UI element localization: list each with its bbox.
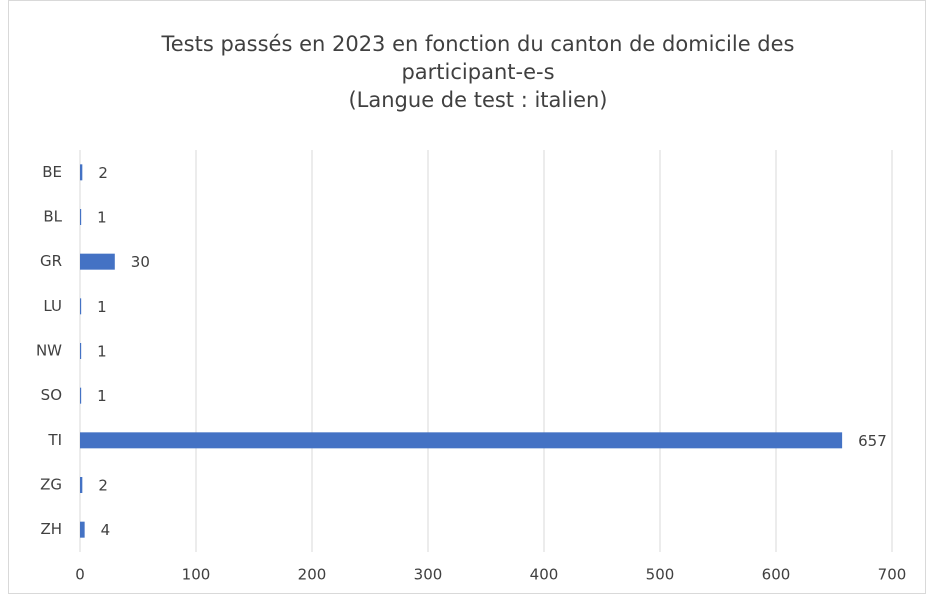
x-tick-label: 200 [298,566,327,584]
x-tick-label: 100 [182,566,211,584]
data-label: 1 [97,343,107,361]
data-label: 30 [131,253,150,271]
bar [80,477,83,493]
y-tick-label: NW [36,342,62,360]
bar [80,209,82,225]
y-tick-label: GR [40,252,62,270]
data-label: 1 [97,298,107,316]
bar [80,253,115,270]
data-label: 1 [97,209,107,227]
data-label: 2 [98,477,108,495]
x-tick-label: 0 [75,566,85,584]
bar [80,432,843,449]
chart-title: Tests passés en 2023 en fonction du cant… [160,32,794,56]
y-tick-label: BE [42,163,62,181]
data-label: 1 [97,387,107,405]
chart-title: (Langue de test : italien) [348,88,607,112]
y-tick-label: BL [43,208,62,226]
y-tick-label: SO [41,386,62,404]
bar [80,387,82,404]
x-tick-label: 400 [530,566,559,584]
bar [80,164,83,181]
data-label: 657 [858,432,887,450]
y-tick-label: LU [43,297,62,315]
x-tick-label: 700 [878,566,907,584]
x-tick-label: 500 [646,566,675,584]
bar [80,343,82,359]
x-tick-label: 300 [414,566,443,584]
y-tick-label: ZG [40,476,62,494]
x-tick-label: 600 [762,566,791,584]
chart-title: participant-e-s [401,60,554,84]
data-label: 2 [98,164,108,182]
bar [80,298,82,315]
y-tick-label: ZH [40,520,62,538]
bar [80,521,85,538]
y-tick-label: TI [47,431,62,449]
data-label: 4 [101,521,111,539]
chart-frame [8,0,926,594]
